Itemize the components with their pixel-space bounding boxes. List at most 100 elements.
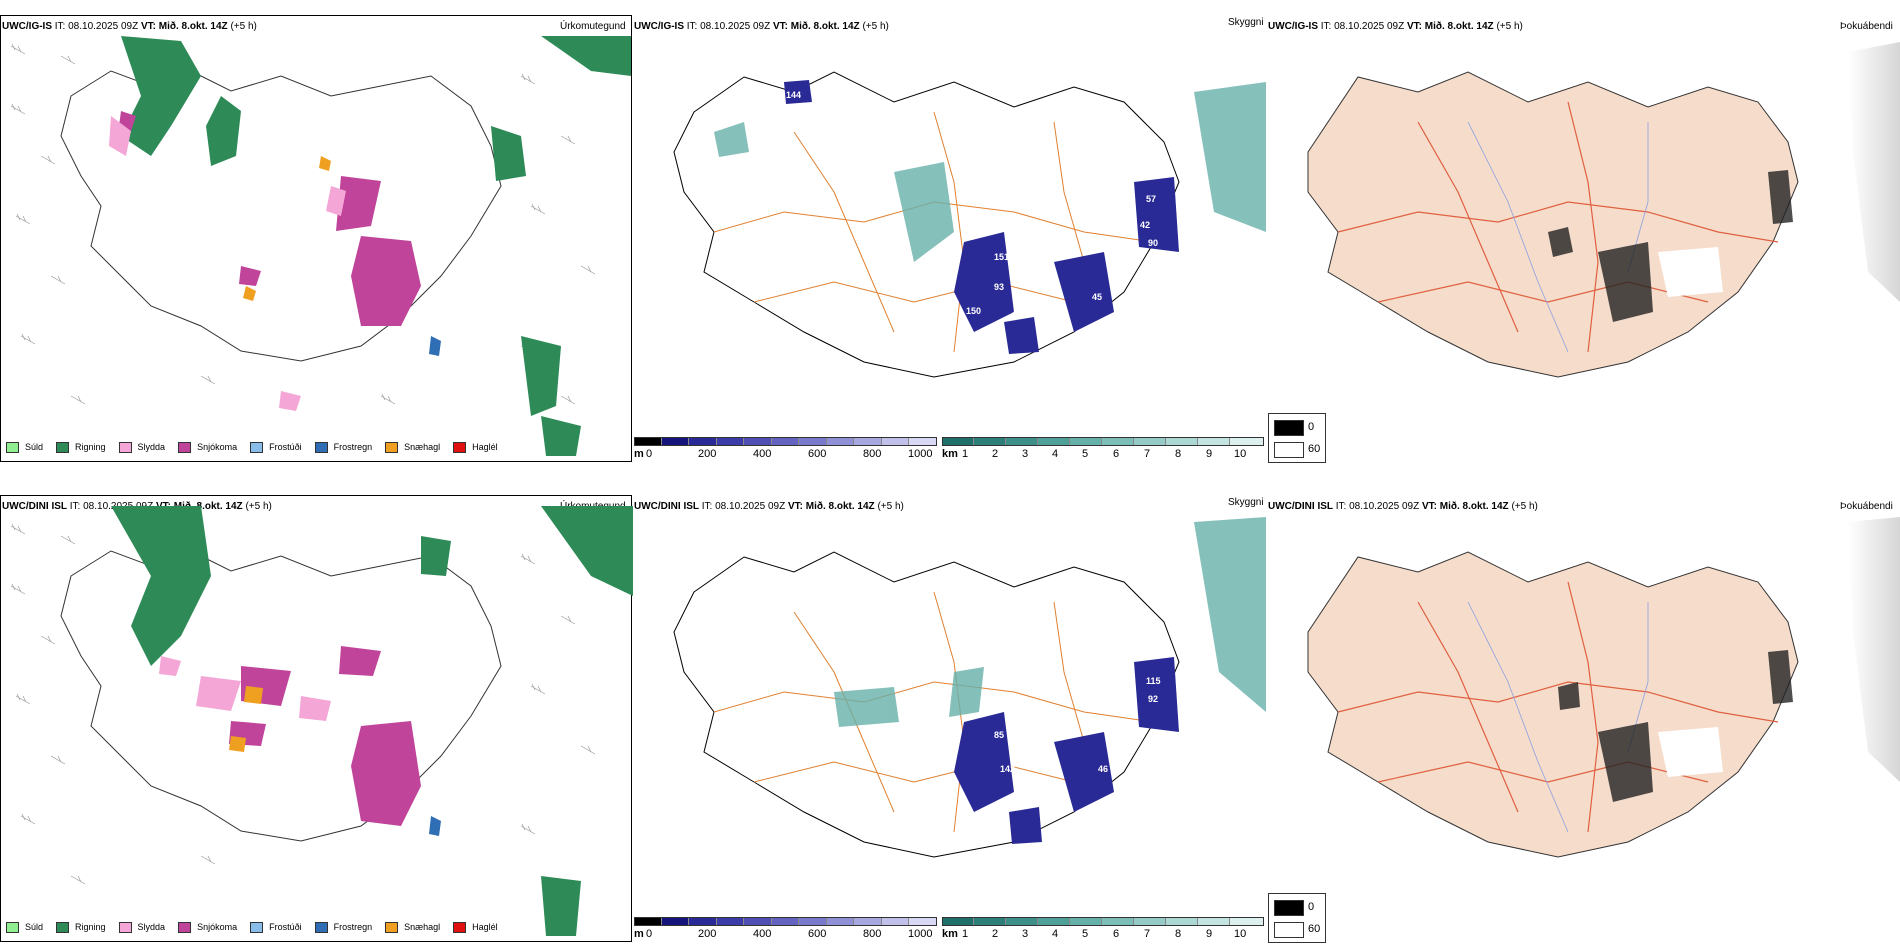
iceland-land	[1307, 71, 1799, 378]
precip-graupel	[229, 686, 263, 752]
ceiling-fields	[784, 80, 1179, 354]
vis-header: UWC/DINI ISL IT: 08.10.2025 09Z VT: Mið.…	[634, 501, 904, 512]
precip-legend: Súld Rigning Slydda Snjókoma Frostúði Fr…	[6, 920, 511, 934]
legend-item-freezing-drizzle: Frostúði	[250, 921, 302, 933]
vis-map[interactable]: 144 52 151 93 150 168 20 45 57 42 90 16	[634, 32, 1266, 432]
visibility-tick: 8	[1175, 928, 1182, 940]
roads	[1337, 101, 1779, 353]
precip-graupel	[243, 156, 331, 301]
legend-item-drizzle: Súld	[6, 921, 43, 933]
precip-sleet	[109, 116, 346, 411]
ceiling-label: 55	[946, 610, 956, 620]
ceiling-tick: 0	[646, 928, 653, 940]
visibility-tick: 2	[992, 928, 999, 940]
ceiling-label: 150	[966, 306, 981, 316]
iceland-land	[1307, 551, 1799, 858]
visibility-tick: 2	[992, 448, 999, 460]
row-bottom: UWC/DINI ISL IT: 08.10.2025 09Z VT: Mið.…	[0, 480, 1900, 950]
visibility-colorbar: km 1 2 3 4 5 6 7 8 9 10	[942, 917, 1264, 943]
ceiling-tick: 200	[698, 448, 717, 460]
ceiling-label: 16	[928, 386, 938, 396]
ceiling-label: 85	[994, 730, 1004, 740]
ceiling-tick: 800	[863, 928, 882, 940]
vis-header: UWC/IG-IS IT: 08.10.2025 09Z VT: Mið. 8.…	[634, 21, 889, 32]
vis-title: Skyggni	[1228, 497, 1264, 508]
fog-header: UWC/DINI ISL IT: 08.10.2025 09Z VT: Mið.…	[1268, 501, 1538, 512]
ceiling-tick: 1000	[908, 928, 933, 940]
fog-map-svg	[1307, 42, 1900, 378]
ceiling-label: 142	[1000, 764, 1015, 774]
fog-glacier-white	[1658, 727, 1723, 777]
visibility-unit: km	[942, 928, 958, 940]
fog-map-svg	[1307, 517, 1900, 858]
precip-freezing-rain	[429, 816, 441, 836]
ceiling-label: 93	[994, 282, 1004, 292]
fog-legend-label: 0	[1308, 421, 1315, 433]
visibility-tick: 4	[1052, 928, 1059, 940]
fog-header: UWC/IG-IS IT: 08.10.2025 09Z VT: Mið. 8.…	[1268, 21, 1523, 32]
visibility-tick: 1	[962, 448, 969, 460]
legend-item-freezing-rain: Frostregn	[314, 921, 372, 933]
precip-title: Úrkomutegund	[560, 21, 626, 32]
precip-map-svg	[10, 506, 633, 936]
ceiling-tick: 600	[808, 928, 827, 940]
precip-freezing-rain	[429, 336, 441, 356]
wind-barbs	[10, 523, 596, 885]
fog-legend-label: 0	[1308, 901, 1315, 913]
ceiling-label: 23	[1060, 824, 1070, 834]
ceiling-labels: 144 52 151 93 150 168 20 45 57 42 90 16	[786, 90, 1158, 396]
visibility-tick: 4	[1052, 448, 1059, 460]
visibility-tick: 9	[1206, 448, 1213, 460]
legend-item-hail: Haglél	[453, 441, 498, 453]
fog-legend: 0 60	[1268, 413, 1326, 463]
fog-glacier-white	[1658, 247, 1723, 297]
iceland-coastline	[673, 551, 1180, 858]
ceiling-tick: 800	[863, 448, 882, 460]
precip-sleet	[159, 656, 331, 721]
legend-item-hail: Haglél	[453, 921, 498, 933]
visibility-colorbar: km 1 2 3 4 5 6 7 8 9 10	[942, 437, 1264, 463]
legend-item-snow: Snjókoma	[178, 441, 237, 453]
ceiling-label: 90	[1148, 238, 1158, 248]
precip-map[interactable]	[0, 495, 633, 942]
visibility-tick: 7	[1144, 928, 1151, 940]
precip-map[interactable]	[0, 15, 632, 462]
visibility-tick: 7	[1144, 448, 1151, 460]
precip-legend: Súld Rigning Slydda Snjókoma Frostúði Fr…	[6, 440, 511, 454]
ceiling-fields	[954, 657, 1179, 844]
legend-item-freezing-drizzle: Frostúði	[250, 441, 302, 453]
legend-item-sleet: Slydda	[118, 921, 165, 933]
precip-map-svg	[10, 36, 631, 456]
legend-item-graupel: Snæhagl	[385, 921, 440, 933]
fog-map[interactable]	[1268, 512, 1900, 902]
roads	[1337, 581, 1779, 833]
ceiling-label: 52	[928, 866, 938, 876]
fog-offshore	[1848, 42, 1900, 302]
vis-map[interactable]: 55 56 85 119 142 102 23 46 58 92 115 52	[634, 512, 1266, 912]
ceiling-label: 102	[1014, 784, 1029, 794]
fog-map[interactable]	[1268, 32, 1900, 422]
ceiling-tick: 200	[698, 928, 717, 940]
visibility-tick: 6	[1113, 448, 1120, 460]
ceiling-unit: m	[634, 928, 644, 940]
vis-title: Skyggni	[1228, 17, 1264, 28]
ceiling-unit: m	[634, 448, 644, 460]
iceland-coastline	[60, 65, 502, 362]
ceiling-label: 58	[878, 732, 888, 742]
ceiling-label: 168	[1012, 310, 1027, 320]
ceiling-tick: 400	[753, 448, 772, 460]
precip-rain	[121, 36, 631, 456]
ceiling-label: 52	[946, 246, 956, 256]
legend-item-drizzle: Súld	[6, 441, 43, 453]
ceiling-tick: 400	[753, 928, 772, 940]
precip-header: UWC/IG-IS IT: 08.10.2025 09Z VT: Mið. 8.…	[2, 21, 257, 32]
visibility-tick: 3	[1022, 448, 1029, 460]
ceiling-colorbar: m 0 200 400 600 800 1000	[634, 917, 937, 943]
legend-item-freezing-rain: Frostregn	[314, 441, 372, 453]
visibility-tick: 8	[1175, 448, 1182, 460]
ceiling-label: 144	[786, 90, 801, 100]
ceiling-label: 151	[994, 252, 1009, 262]
ceiling-tick: 600	[808, 448, 827, 460]
ceiling-colorbar: m 0 200 400 600 800 1000	[634, 437, 937, 463]
ceiling-label: 119	[1010, 744, 1025, 754]
